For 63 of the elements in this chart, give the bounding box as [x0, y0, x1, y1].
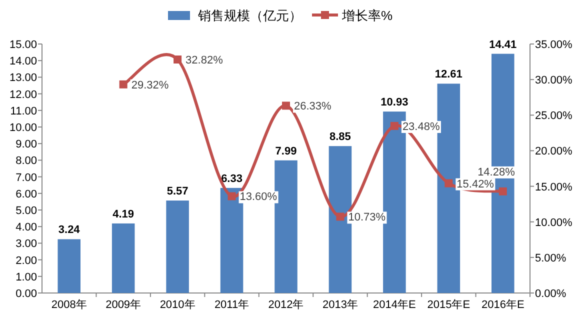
x-tick-label: 2015年E — [427, 299, 470, 311]
data-label: 6.33 — [221, 172, 242, 185]
data-label: 23.48% — [402, 120, 440, 133]
y2-tick-label: 30.00% — [535, 74, 573, 87]
data-label: 8.85 — [330, 131, 351, 144]
x-tick-label: 2010年 — [160, 299, 196, 311]
x-tick-label: 2009年 — [106, 299, 142, 311]
point — [119, 80, 128, 88]
data-label: 10.73% — [348, 212, 386, 224]
point — [390, 122, 398, 130]
y-tick-label: 9.00 — [16, 138, 37, 151]
y-tick-label: 13.00 — [9, 72, 37, 84]
data-label: 7.99 — [275, 145, 297, 158]
y2-tick-label: 15.00% — [535, 181, 573, 194]
y-tick-label: 14.00 — [9, 56, 37, 68]
y2-tick-label: 5.00% — [535, 252, 566, 264]
data-label: 3.24 — [58, 224, 81, 236]
data-label: 26.33% — [294, 100, 332, 113]
y-tick-label: 10.00 — [9, 122, 37, 134]
x-tick-label: 2011年 — [214, 299, 250, 311]
y2-tick-label: 10.00% — [535, 216, 573, 229]
bar — [112, 223, 135, 293]
bar — [58, 239, 80, 293]
bar — [166, 200, 189, 293]
data-label: 14.28% — [478, 166, 516, 178]
y-tick-label: 15.00 — [9, 39, 37, 51]
y-tick-label: 4.00 — [16, 222, 37, 234]
y2-tick-label: 20.00% — [535, 146, 573, 158]
y-tick-label: 11.00 — [10, 105, 37, 118]
y-tick-label: 12.00 — [9, 88, 37, 101]
data-label: 12.61 — [434, 68, 462, 81]
data-label: 14.41 — [489, 38, 517, 51]
y-tick-label: 7.00 — [16, 172, 37, 184]
y-tick-label: 6.00 — [16, 188, 37, 200]
legend-label: 增长率% — [341, 8, 393, 23]
y-tick-label: 3.00 — [16, 238, 37, 250]
y-tick-label: 2.00 — [16, 254, 37, 267]
x-tick-label: 2013年 — [322, 299, 358, 311]
data-label: 29.32% — [131, 79, 169, 92]
point — [174, 56, 182, 64]
data-label: 10.93 — [380, 96, 408, 109]
data-label: 15.42% — [456, 178, 494, 190]
point — [228, 192, 236, 200]
data-label: 5.57 — [166, 186, 188, 198]
y-tick-label: 0.00 — [16, 288, 37, 300]
x-tick-label: 2008年 — [51, 299, 87, 311]
y2-tick-label: 35.00% — [535, 39, 573, 51]
x-tick-label: 2016年E — [481, 299, 524, 311]
data-label: 13.60% — [240, 191, 278, 204]
data-label: 4.19 — [112, 208, 134, 220]
y2-tick-label: 0.00% — [535, 288, 566, 300]
point — [444, 179, 453, 188]
point — [498, 187, 507, 196]
y2-tick-label: 25.00% — [535, 110, 573, 122]
y-tick-label: 1.00 — [16, 271, 37, 284]
legend-label: 销售规模（亿元） — [197, 8, 302, 23]
x-tick-label: 2014年E — [373, 299, 416, 311]
point — [282, 102, 290, 110]
y-tick-label: 8.00 — [16, 155, 37, 168]
data-label: 32.82% — [186, 54, 224, 67]
y-tick-label: 5.00 — [16, 205, 37, 217]
point — [336, 212, 344, 221]
x-tick-label: 2012年 — [268, 299, 304, 311]
